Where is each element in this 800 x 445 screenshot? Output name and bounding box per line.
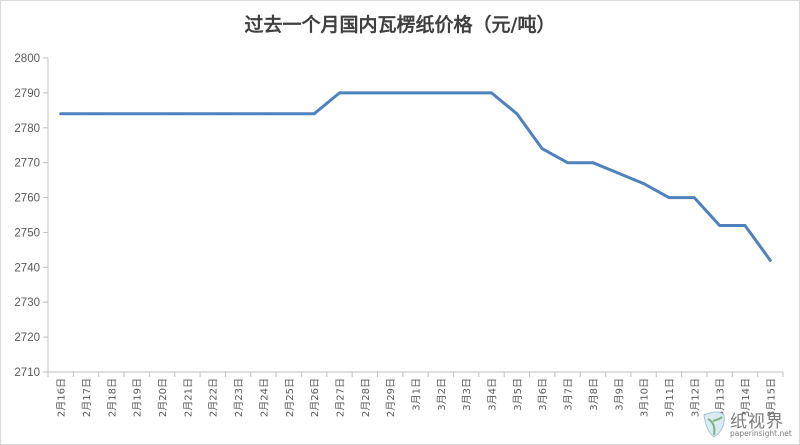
data-point — [541, 148, 543, 150]
chart-title: 过去一个月国内瓦楞纸价格（元/吨） — [244, 14, 556, 36]
x-tick-label: 3月9日 — [613, 378, 625, 411]
x-tick-label: 2月28日 — [360, 378, 372, 417]
data-point — [465, 92, 467, 94]
y-tick-label: 2750 — [14, 227, 40, 239]
x-tick-label: 2月24日 — [258, 378, 270, 417]
data-point — [85, 113, 87, 115]
y-tick-label: 2760 — [14, 193, 40, 205]
x-tick-label: 3月12日 — [689, 378, 701, 417]
x-tick-label: 3月13日 — [715, 378, 727, 417]
x-tick-label: 3月7日 — [563, 378, 575, 411]
data-point — [567, 162, 569, 164]
x-tick-label: 2月18日 — [106, 378, 118, 417]
y-tick-label: 2720 — [14, 332, 40, 344]
x-tick-label: 2月23日 — [233, 378, 245, 417]
watermark-text-en: paperinsight.net — [730, 429, 792, 438]
x-tick-label: 2月25日 — [284, 378, 296, 417]
data-point — [491, 92, 493, 94]
data-point — [719, 224, 721, 226]
watermark: 纸视界 paperinsight.net — [700, 407, 792, 441]
data-point — [643, 183, 645, 185]
y-axis-ticks: 2710 2720 2730 2740 2750 2760 2770 2780 2790 2800 — [14, 53, 48, 379]
data-point — [338, 92, 340, 94]
x-axis-ticks: 2月16日 2月17日 2月18日 2月19日 2月20日 2月21日 2月22日 2月23日… — [47, 372, 784, 417]
data-point — [237, 113, 239, 115]
x-tick-label: 2月21日 — [182, 378, 194, 417]
x-tick-label: 3月6日 — [537, 378, 549, 411]
x-tick-label: 3月5日 — [512, 378, 524, 411]
data-point — [212, 113, 214, 115]
y-tick-label: 2780 — [14, 123, 40, 135]
data-point — [415, 92, 416, 94]
data-point — [592, 162, 594, 164]
x-tick-label: 2月20日 — [157, 378, 169, 417]
watermark-text-cn: 纸视界 — [730, 412, 784, 432]
series-line-0 — [59, 91, 772, 262]
x-tick-label: 3月10日 — [639, 378, 651, 417]
x-tick-label: 3月8日 — [588, 378, 600, 411]
data-point — [440, 92, 442, 94]
data-point — [136, 113, 138, 115]
y-tick-label: 2710 — [14, 367, 40, 379]
x-tick-label: 3月14日 — [740, 378, 752, 417]
data-point — [186, 113, 188, 115]
data-point — [288, 113, 290, 115]
data-point — [262, 113, 264, 115]
data-point — [60, 113, 62, 115]
x-tick-label: 2月22日 — [208, 378, 220, 417]
data-point — [744, 224, 746, 226]
x-tick-label: 2月16日 — [56, 378, 68, 417]
data-point — [617, 172, 619, 174]
y-tick-label: 2770 — [14, 158, 40, 170]
x-tick-label: 2月29日 — [385, 378, 397, 417]
data-point — [161, 113, 163, 115]
data-point — [364, 92, 366, 94]
x-tick-label: 2月26日 — [309, 378, 321, 417]
x-tick-label: 3月1日 — [411, 378, 423, 411]
x-tick-label: 2月19日 — [132, 378, 144, 417]
data-point — [516, 113, 518, 115]
y-tick-label: 2730 — [14, 297, 40, 309]
data-point — [668, 197, 670, 199]
x-tick-label: 3月11日 — [664, 378, 676, 417]
x-tick-label: 3月15日 — [765, 378, 777, 417]
y-tick-label: 2740 — [14, 262, 40, 274]
x-tick-label: 2月27日 — [334, 378, 346, 417]
data-point — [389, 92, 391, 94]
data-point — [313, 113, 315, 115]
x-tick-label: 3月3日 — [461, 378, 473, 411]
series-layer — [59, 91, 772, 262]
x-tick-label: 3月4日 — [487, 378, 499, 411]
data-point — [693, 197, 695, 199]
y-tick-label: 2790 — [14, 88, 40, 100]
leaf-logo-icon — [703, 411, 725, 438]
data-point — [110, 113, 112, 115]
x-tick-label: 3月2日 — [436, 378, 448, 411]
y-tick-label: 2800 — [14, 53, 40, 65]
data-point — [769, 259, 771, 261]
chart-axes — [47, 58, 783, 373]
x-tick-label: 2月17日 — [81, 378, 93, 417]
